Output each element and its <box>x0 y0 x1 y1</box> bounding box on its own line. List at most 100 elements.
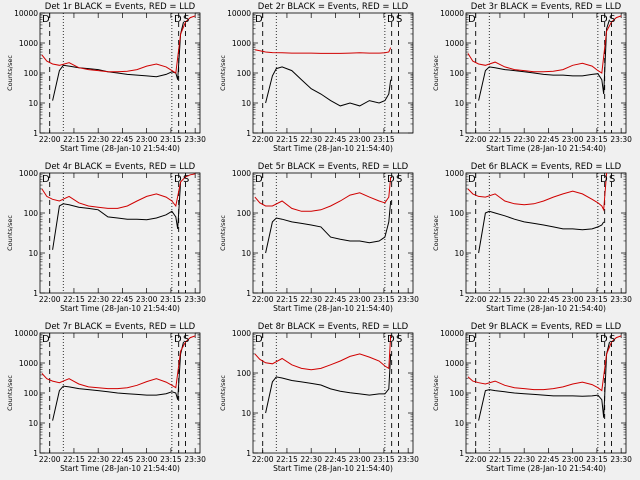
x-tick-label: 22:30 <box>300 135 322 144</box>
y-tick-label: 10 <box>454 419 464 428</box>
chart-title: Det 7r BLACK = Events, RED = LLD <box>45 322 196 332</box>
segment-letter: D <box>174 174 182 185</box>
chart-title: Det 5r BLACK = Events, RED = LLD <box>258 162 409 172</box>
y-tick-label: 10000 <box>440 329 464 338</box>
y-tick-label: 10000 <box>440 9 464 18</box>
x-tick-label: 22:15 <box>276 135 298 144</box>
y-axis-label: Counts/sec <box>6 215 14 251</box>
segment-letter: D <box>387 334 395 345</box>
chart-panel: Det 1r BLACK = Events, RED = LLD 1 10 100 10… <box>6 2 206 153</box>
y-tick-label: 1 <box>33 449 38 458</box>
y-tick-label: 10000 <box>227 9 251 18</box>
x-tick-label: 23:30 <box>184 295 206 304</box>
chart-panel: Det 5r BLACK = Events, RED = LLD 1 10 100 10… <box>219 162 419 313</box>
y-tick-label: 100 <box>237 209 252 218</box>
series-line-events <box>478 341 610 421</box>
x-tick-label: 22:00 <box>252 295 274 304</box>
segment-letter: D <box>600 334 608 345</box>
chart-panel: Det 8r BLACK = Events, RED = LLD 1 10 100 10… <box>219 322 419 473</box>
x-tick-label: 22:45 <box>538 135 560 144</box>
y-tick-label: 1000 <box>19 359 38 368</box>
segment-letter: S <box>609 14 615 25</box>
y-tick-label: 1 <box>246 449 251 458</box>
segment-letter: D <box>600 174 608 185</box>
segment-letter: D <box>255 174 263 185</box>
x-tick-label: 23:00 <box>562 135 584 144</box>
y-tick-label: 1 <box>246 129 251 138</box>
x-tick-label: 22:45 <box>538 455 560 464</box>
x-tick-label: 22:45 <box>112 455 134 464</box>
segment-letter: S <box>609 334 615 345</box>
x-axis-label: Start Time (28-Jan-10 21:54:40) <box>273 464 393 473</box>
x-tick-label: 23:00 <box>349 295 371 304</box>
plot-frame <box>465 332 627 454</box>
y-axis-label: Counts/sec <box>219 55 227 91</box>
series-line-lld <box>254 334 392 371</box>
x-tick-label: 22:15 <box>63 295 85 304</box>
y-tick-label: 10 <box>241 409 251 418</box>
y-tick-label: 10 <box>241 99 251 108</box>
y-tick-label: 100 <box>450 209 465 218</box>
chart-title: Det 9r BLACK = Events, RED = LLD <box>471 322 622 332</box>
y-tick-label: 1 <box>33 289 38 298</box>
segment-letter: D <box>255 334 263 345</box>
y-tick-label: 1000 <box>232 169 251 178</box>
y-tick-label: 1000 <box>445 359 464 368</box>
x-tick-label: 23:30 <box>610 135 632 144</box>
y-axis-label: Counts/sec <box>432 55 440 91</box>
y-axis-label: Counts/sec <box>6 375 14 411</box>
y-tick-label: 100 <box>237 369 252 378</box>
chart-title: Det 8r BLACK = Events, RED = LLD <box>258 322 409 332</box>
y-axis-label: Counts/sec <box>6 55 14 91</box>
x-tick-label: 23:30 <box>397 455 419 464</box>
x-tick-label: 22:30 <box>87 135 109 144</box>
series-line-events <box>265 353 392 414</box>
x-tick-label: 22:15 <box>489 135 511 144</box>
segment-letter: D <box>387 14 395 25</box>
chart-panel: Det 4r BLACK = Events, RED = LLD 1 10 100 10… <box>6 162 206 313</box>
x-tick-label: 23:00 <box>136 135 158 144</box>
y-tick-label: 1 <box>246 289 251 298</box>
x-tick-label: 22:00 <box>252 135 274 144</box>
series-line-events <box>52 341 184 421</box>
x-tick-label: 23:15 <box>586 455 608 464</box>
x-tick-label: 22:30 <box>300 455 322 464</box>
y-tick-label: 100 <box>450 389 465 398</box>
segment-letter: D <box>255 14 263 25</box>
x-tick-label: 23:30 <box>610 295 632 304</box>
x-tick-label: 23:00 <box>562 295 584 304</box>
x-tick-label: 22:00 <box>252 455 274 464</box>
y-tick-label: 10000 <box>14 9 38 18</box>
x-axis-label: Start Time (28-Jan-10 21:54:40) <box>273 304 393 313</box>
x-axis-label: Start Time (28-Jan-10 21:54:40) <box>273 144 393 153</box>
x-tick-label: 23:15 <box>373 295 395 304</box>
y-tick-label: 1 <box>459 129 464 138</box>
x-tick-label: 22:45 <box>325 135 347 144</box>
x-tick-label: 22:00 <box>465 135 487 144</box>
chart-title: Det 6r BLACK = Events, RED = LLD <box>471 162 622 172</box>
x-axis-label: Start Time (28-Jan-10 21:54:40) <box>486 464 606 473</box>
x-tick-label: 23:15 <box>160 295 182 304</box>
y-tick-label: 10 <box>28 249 38 258</box>
segment-letter: D <box>42 14 50 25</box>
y-tick-label: 1000 <box>445 39 464 48</box>
x-tick-label: 23:00 <box>349 455 371 464</box>
chart-panel: Det 9r BLACK = Events, RED = LLD 1 10 100 10… <box>432 322 632 473</box>
x-tick-label: 22:00 <box>39 455 61 464</box>
segment-letter: S <box>396 174 402 185</box>
chart-panel: Det 3r BLACK = Events, RED = LLD 1 10 100 10… <box>432 2 632 153</box>
series-line-events <box>478 210 605 254</box>
x-tick-label: 23:15 <box>373 135 395 144</box>
series-line-lld <box>41 15 196 74</box>
x-tick-label: 22:45 <box>112 135 134 144</box>
y-tick-label: 10 <box>454 99 464 108</box>
y-tick-label: 100 <box>450 69 465 78</box>
y-tick-label: 1 <box>459 289 464 298</box>
segment-letter: D <box>468 334 476 345</box>
chart-title: Det 1r BLACK = Events, RED = LLD <box>45 2 196 12</box>
y-tick-label: 1000 <box>232 329 251 338</box>
x-tick-label: 22:30 <box>300 295 322 304</box>
x-tick-label: 23:00 <box>136 455 158 464</box>
x-axis-label: Start Time (28-Jan-10 21:54:40) <box>60 144 180 153</box>
series-line-lld <box>41 335 196 390</box>
